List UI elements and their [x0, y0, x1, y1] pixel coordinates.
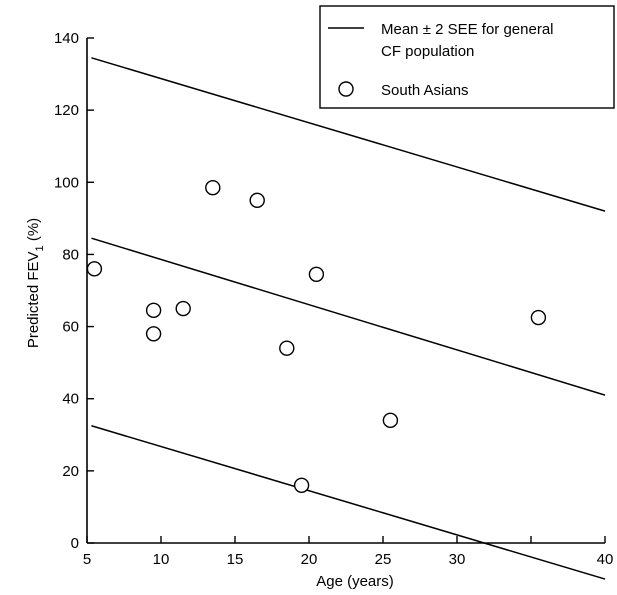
data-point [249, 192, 265, 209]
reference-lines [91, 57, 606, 580]
data-point [308, 266, 325, 282]
x-tick-label: 5 [83, 551, 91, 568]
y-axis-ticks: 0 20 40 60 80 100 120 140 [54, 30, 94, 552]
y-tick-label: 80 [62, 246, 79, 263]
reference-line-2 [91, 237, 606, 396]
y-tick-label: 120 [54, 102, 79, 119]
y-tick-label: 140 [54, 30, 79, 47]
legend-line-label-2: CF population [381, 43, 474, 60]
y-tick-label: 100 [54, 174, 79, 191]
x-axis-label: Age (years) [316, 573, 394, 590]
data-point [530, 309, 547, 326]
legend-points-label: South Asians [381, 82, 469, 99]
y-tick-label: 60 [62, 319, 79, 336]
x-tick-label: 15 [227, 551, 244, 568]
x-tick-label: 10 [153, 551, 170, 568]
data-point [86, 261, 103, 277]
legend: Mean ± 2 SEE for general CF population S… [319, 5, 615, 109]
x-tick-label: 30 [449, 551, 466, 568]
y-tick-label: 20 [62, 463, 79, 480]
data-point [145, 302, 162, 319]
data-point [145, 326, 162, 342]
x-axis-ticks: 5 10 15 20 25 30 40 [83, 536, 614, 568]
y-tick-label: 0 [71, 535, 79, 552]
data-point [279, 340, 295, 356]
data-point [293, 477, 310, 493]
legend-box [319, 5, 615, 109]
y-axis-label: Predicted FEV1 (%) [25, 218, 46, 348]
legend-line-label-1: Mean ± 2 SEE for general [381, 21, 554, 38]
reference-line-3 [91, 425, 606, 580]
x-tick-label: 25 [375, 551, 392, 568]
legend-point-sample [338, 81, 354, 97]
data-points [86, 179, 547, 493]
data-point [205, 179, 221, 196]
y-tick-label: 40 [62, 391, 79, 408]
x-tick-label: 40 [597, 551, 614, 568]
data-point [382, 412, 399, 429]
data-point [175, 300, 191, 317]
reference-line-1 [91, 57, 606, 212]
x-tick-label: 20 [301, 551, 318, 568]
